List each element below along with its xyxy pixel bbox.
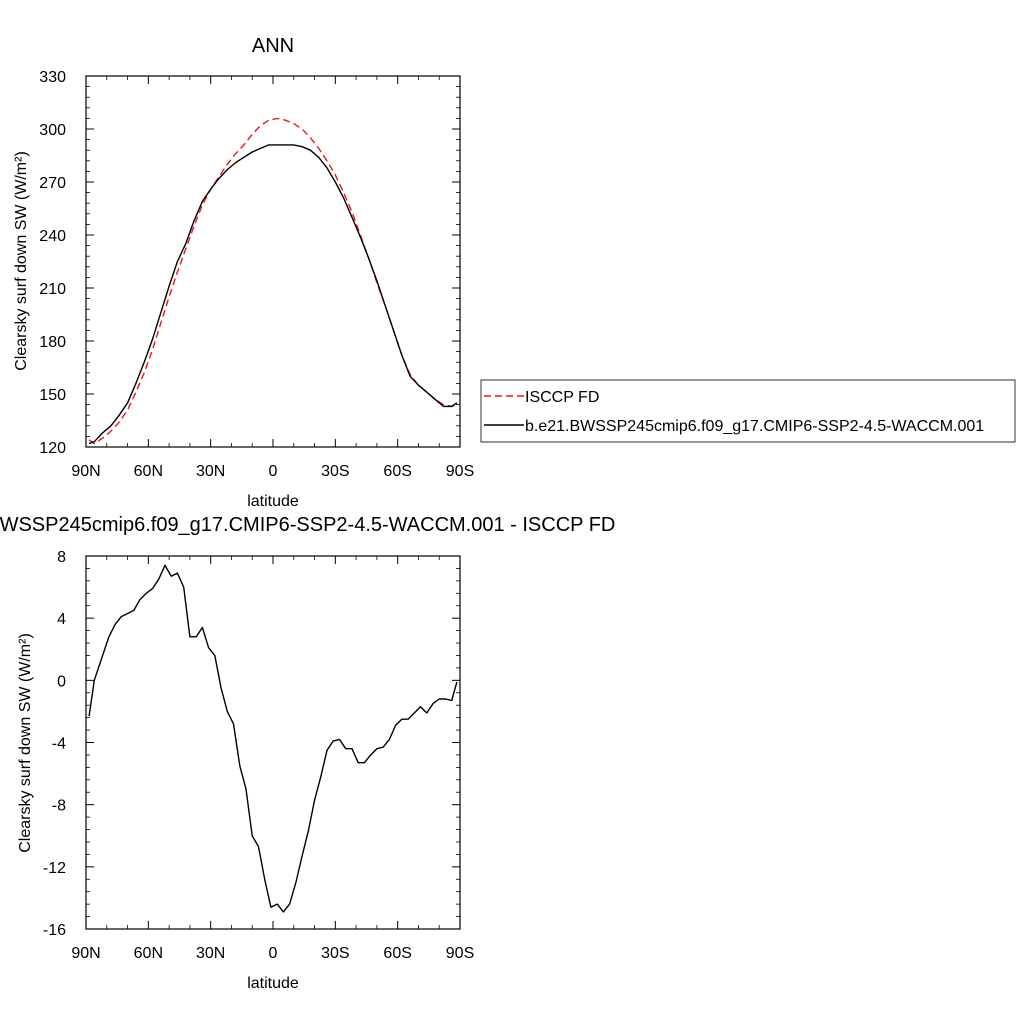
legend-label-isccp: ISCCP FD: [525, 389, 599, 406]
legend: ISCCP FD b.e21.BWSSP245cmip6.f09_g17.CMI…: [480, 379, 1016, 443]
top-x-tick-label: 90S: [446, 463, 474, 480]
top-x-axis-label: latitude: [247, 493, 299, 510]
bottom-series-line-0: [88, 564, 458, 913]
top-x-tick-label: 0: [269, 463, 278, 480]
bottom-y-axis-label: Clearsky surf down SW (W/m²): [17, 633, 34, 853]
bottom-plot-frame: [85, 555, 461, 930]
top-series-line-1: [88, 144, 458, 445]
top-x-tick-label: 30N: [196, 463, 225, 480]
bottom-y-tick-label: -16: [43, 922, 66, 939]
top-y-tick-label: 330: [39, 69, 66, 86]
top-y-tick-label: 150: [39, 387, 66, 404]
bottom-y-tick-label: 4: [57, 611, 66, 628]
top-x-tick-label: 60N: [134, 463, 163, 480]
top-y-tick-label: 300: [39, 122, 66, 139]
top-y-tick-label: 270: [39, 175, 66, 192]
top-y-axis-label: Clearsky surf down SW (W/m²): [13, 151, 30, 371]
bottom-y-tick-label: -12: [43, 860, 66, 877]
bottom-x-tick-label: 90N: [71, 945, 100, 962]
bottom-x-tick-label: 90S: [446, 945, 474, 962]
bottom-x-tick-label: 30N: [196, 945, 225, 962]
top-y-tick-label: 210: [39, 281, 66, 298]
bottom-x-tick-label: 60N: [134, 945, 163, 962]
top-panel: ANN 120 150 180 210 240 270 300 330 90N 60N 30N 0 30…: [13, 35, 1016, 510]
legend-label-model: b.e21.BWSSP245cmip6.f09_g17.CMIP6-SSP2-4…: [525, 418, 984, 435]
bottom-plot-area: -16 -12 -8 -4 0 4 8 90N 60N 30N 0 30S 60S 90S: [43, 549, 474, 962]
top-y-tick-label: 180: [39, 334, 66, 351]
top-x-tick-label: 60S: [383, 463, 411, 480]
top-x-tick-label: 90N: [71, 463, 100, 480]
bottom-y-tick-label: -8: [52, 798, 66, 815]
top-series-line-0: [88, 117, 458, 445]
bottom-x-tick-label: 30S: [321, 945, 349, 962]
bottom-x-axis-label: latitude: [247, 975, 299, 992]
bottom-x-tick-label: 60S: [383, 945, 411, 962]
bottom-y-tick-label: -4: [52, 736, 66, 753]
bottom-y-tick-label: 8: [57, 549, 66, 566]
bottom-x-tick-label: 0: [269, 945, 278, 962]
top-y-tick-label: 240: [39, 228, 66, 245]
bottom-chart-title: b.e21.BWSSP245cmip6.f09_g17.CMIP6-SSP2-4…: [0, 514, 615, 536]
top-plot-frame: [85, 75, 461, 448]
top-plot-area: 120 150 180 210 240 270 300 330 90N 60N 30N 0 30S 60S…: [39, 69, 474, 480]
bottom-y-tick-label: 0: [57, 673, 66, 690]
bottom-panel: b.e21.BWSSP245cmip6.f09_g17.CMIP6-SSP2-4…: [0, 514, 615, 992]
legend-box: [480, 379, 1016, 443]
top-x-tick-label: 30S: [321, 463, 349, 480]
top-chart-title: ANN: [252, 35, 294, 57]
top-y-tick-label: 120: [39, 440, 66, 457]
